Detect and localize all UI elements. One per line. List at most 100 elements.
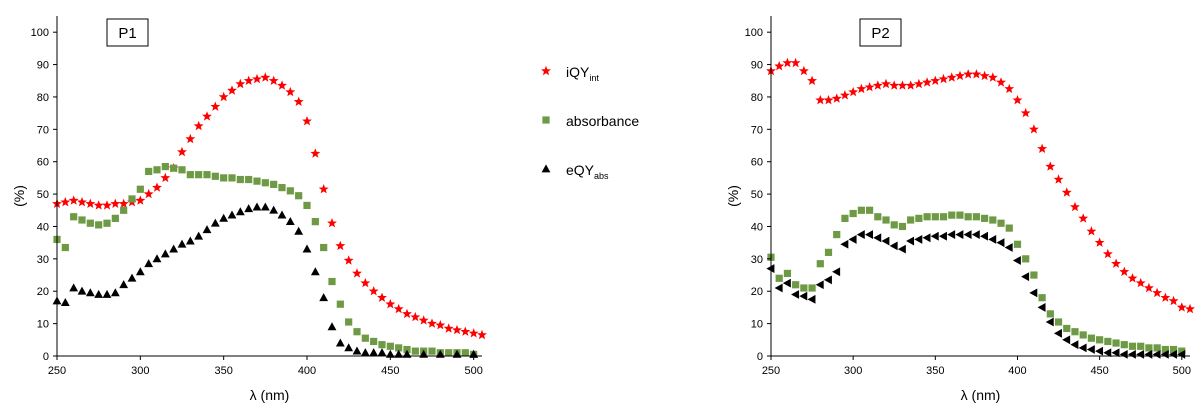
- data-point-triangle-left: [906, 236, 915, 246]
- data-point-star: [1094, 237, 1105, 247]
- p1-axes: 0 10 20 30 40 50 60 70 80 90 100 250 300 350 400 450 500…: [11, 16, 483, 403]
- data-point-star: [1061, 187, 1072, 197]
- data-point-star: [268, 75, 279, 85]
- data-point-star: [135, 195, 146, 205]
- x-tick-label: 250: [48, 365, 66, 377]
- data-point-square: [378, 341, 386, 349]
- data-point-square: [295, 192, 303, 200]
- data-point-square: [997, 219, 1005, 227]
- data-point-triangle-up: [177, 239, 187, 248]
- data-point-star: [427, 318, 437, 328]
- triangle-marker-icon: [541, 164, 551, 173]
- data-point-triangle-up: [352, 346, 362, 355]
- data-point-triangle-left: [1045, 317, 1054, 327]
- data-point-square: [328, 277, 336, 286]
- data-point-square: [800, 284, 808, 292]
- data-point-star: [782, 57, 793, 68]
- data-point-triangle-left: [864, 230, 873, 239]
- data-point-star: [823, 95, 834, 105]
- data-point-star: [210, 101, 221, 111]
- legend-marker-square: [542, 116, 550, 124]
- data-point-square: [1005, 224, 1013, 232]
- legend-item-absorbance: absorbance: [542, 113, 639, 129]
- data-point-square: [78, 216, 86, 224]
- data-point-square: [964, 213, 972, 221]
- data-point-star: [831, 93, 842, 103]
- x-tick-label: 450: [1090, 365, 1108, 377]
- data-point-square: [111, 214, 119, 222]
- data-point-square: [1120, 341, 1128, 349]
- data-point-star: [922, 77, 932, 87]
- p2-data-marks: [766, 57, 1195, 359]
- data-point-square: [1128, 342, 1137, 350]
- data-point-star: [889, 80, 900, 90]
- chart-panel-p1: 0 10 20 30 40 50 60 70 80 90 100 250 300 350 400 450 500…: [11, 16, 487, 403]
- data-point-square: [783, 269, 792, 278]
- data-point-square: [103, 219, 111, 227]
- data-point-triangle-left: [815, 280, 824, 290]
- x-tick-label: 350: [926, 365, 944, 377]
- data-point-star: [402, 308, 412, 319]
- data-point-square: [981, 214, 989, 222]
- data-point-square: [857, 206, 865, 214]
- data-point-star: [477, 329, 487, 340]
- data-point-triangle-left: [766, 264, 775, 273]
- data-point-star: [815, 95, 826, 105]
- data-point-square: [989, 216, 997, 224]
- data-point-triangle-left: [848, 235, 857, 244]
- data-point-square: [320, 243, 328, 252]
- data-point-star: [418, 315, 429, 325]
- y-tick-label: 90: [751, 60, 763, 72]
- data-point-triangle-left: [832, 267, 841, 277]
- data-point-star: [160, 172, 171, 183]
- data-point-square: [1013, 240, 1022, 248]
- y-tick-label: 20: [751, 286, 763, 298]
- data-point-triangle-left: [856, 230, 865, 239]
- data-point-square: [236, 175, 244, 184]
- data-point-star: [352, 268, 362, 278]
- data-point-star: [393, 303, 404, 314]
- x-tick-label: 300: [131, 365, 149, 377]
- data-point-triangle-up: [344, 343, 354, 352]
- data-point-square: [186, 171, 194, 179]
- data-point-square: [286, 187, 294, 195]
- data-point-triangle-left: [914, 235, 923, 244]
- data-point-star: [443, 323, 454, 333]
- data-point-star: [318, 184, 329, 194]
- y-tick-label: 100: [745, 27, 763, 39]
- data-point-star: [856, 83, 867, 94]
- data-point-triangle-left: [873, 233, 882, 243]
- data-point-triangle-left: [1021, 272, 1030, 282]
- data-point-square: [1169, 345, 1178, 354]
- legend-marker-triangle-up: [541, 164, 551, 173]
- data-point-square: [816, 260, 824, 268]
- x-tick-label: 400: [298, 365, 316, 377]
- data-point-star: [385, 299, 396, 309]
- data-point-star: [452, 324, 462, 335]
- data-point-square: [931, 213, 939, 221]
- data-point-square: [1063, 324, 1071, 333]
- data-point-star: [152, 182, 162, 192]
- p2-axes: 0 10 20 30 40 50 60 70 80 90 100 250 300 350 400 450 500…: [725, 16, 1191, 403]
- data-point-triangle-left: [840, 239, 849, 249]
- data-point-triangle-up: [269, 205, 279, 214]
- data-point-triangle-up: [235, 207, 245, 216]
- x-tick-label: 400: [1008, 365, 1026, 377]
- data-point-square: [792, 281, 800, 289]
- data-point-triangle-left: [947, 230, 956, 239]
- data-point-triangle-left: [1062, 335, 1071, 345]
- data-point-square: [311, 218, 319, 226]
- legend-label-absorbance: absorbance: [566, 113, 639, 129]
- y-tick-label: 70: [751, 124, 763, 136]
- data-point-star: [807, 75, 817, 85]
- data-point-square: [120, 206, 128, 214]
- data-point-star: [327, 218, 337, 228]
- data-point-triangle-left: [980, 231, 989, 241]
- data-point-triangle-up: [119, 280, 129, 289]
- data-point-star: [1070, 201, 1080, 212]
- data-point-triangle-up: [327, 322, 337, 331]
- data-point-triangle-left: [799, 291, 808, 301]
- y-tick-label: 100: [31, 27, 49, 39]
- data-point-triangle-left: [791, 290, 800, 299]
- data-point-square: [948, 211, 956, 219]
